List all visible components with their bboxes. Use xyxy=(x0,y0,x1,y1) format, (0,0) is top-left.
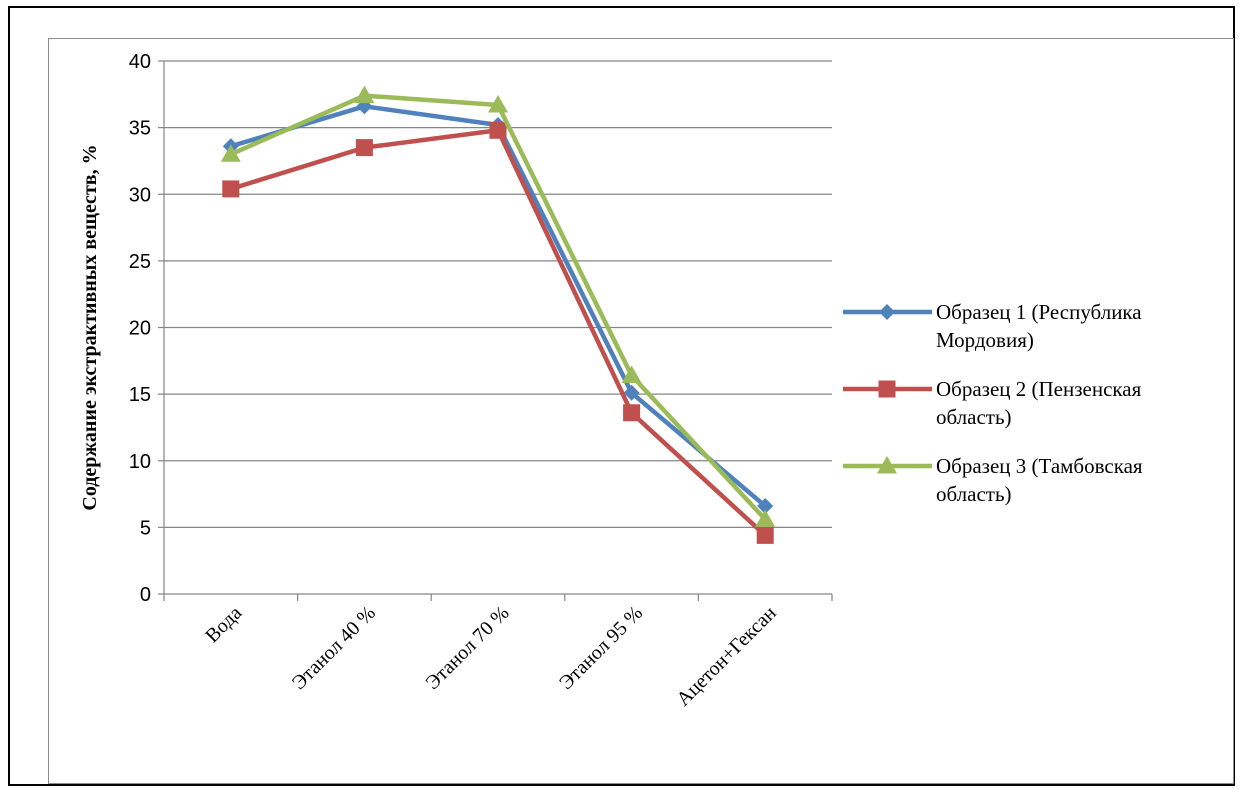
legend-item: Образец 3 (Тамбовская область) xyxy=(843,454,1143,506)
series-1 xyxy=(222,98,774,515)
data-point xyxy=(488,94,508,113)
data-point xyxy=(354,85,375,104)
legend-label: Образец 2 (Пензенская xyxy=(936,377,1142,401)
legend-label: область) xyxy=(936,482,1012,506)
legend-item: Образец 1 (Республика Мордовия) xyxy=(843,300,1142,352)
legend-label: Образец 1 (Республика xyxy=(936,300,1142,324)
y-tick-label: 30 xyxy=(129,184,151,206)
y-tick-label: 20 xyxy=(129,318,151,340)
legend: Образец 1 (Республика Мордовия) Образец 2 … xyxy=(843,300,1143,506)
y-tick-label: 35 xyxy=(129,118,151,140)
data-point xyxy=(623,404,641,422)
data-point xyxy=(489,121,507,139)
x-tick-label: Этанол 70 % xyxy=(422,602,514,694)
data-point xyxy=(757,498,774,515)
y-tick-label: 5 xyxy=(140,517,151,539)
data-point xyxy=(756,526,774,544)
y-tick-label: 40 xyxy=(129,51,151,73)
series-2 xyxy=(222,121,774,544)
axes xyxy=(158,60,833,601)
x-tick-label: Этанол 40 % xyxy=(288,602,380,694)
y-tick-label: 25 xyxy=(129,251,151,273)
legend-label: Мордовия) xyxy=(936,328,1034,352)
x-tick-label: Вода xyxy=(201,602,246,647)
y-tick-label: 10 xyxy=(129,451,151,473)
series-group xyxy=(220,85,776,544)
data-point xyxy=(222,180,240,198)
series-3 xyxy=(220,85,776,527)
data-point xyxy=(621,365,642,383)
x-tick-label: Ацетон+Гексан xyxy=(672,602,781,711)
series-line xyxy=(229,93,767,521)
x-tick-labels: Вода Этанол 40 % Этанол 70 % Этанол 95 % Аце… xyxy=(201,602,781,711)
y-tick-labels: 0 5 10 15 20 25 30 35 40 xyxy=(129,51,151,606)
data-point xyxy=(755,509,776,527)
y-axis-label: Содержание экстрактивных веществ, % xyxy=(79,144,101,510)
figure-frame xyxy=(8,6,1235,786)
legend-swatch-marker xyxy=(878,380,896,398)
gridlines xyxy=(164,60,832,528)
legend-label: Образец 3 (Тамбовская xyxy=(936,454,1143,478)
series-line xyxy=(230,128,767,538)
x-tick-label: Этанол 95 % xyxy=(555,602,647,694)
chart-area xyxy=(48,38,1234,784)
legend-label: область) xyxy=(936,405,1012,429)
legend-swatch-marker xyxy=(879,304,895,320)
data-point xyxy=(355,139,373,157)
y-tick-label: 0 xyxy=(140,584,151,606)
legend-swatch-marker xyxy=(877,456,897,474)
legend-item: Образец 2 (Пензенская область) xyxy=(843,377,1142,429)
data-point xyxy=(220,144,241,162)
data-point xyxy=(623,384,640,401)
y-tick-label: 15 xyxy=(129,384,151,406)
